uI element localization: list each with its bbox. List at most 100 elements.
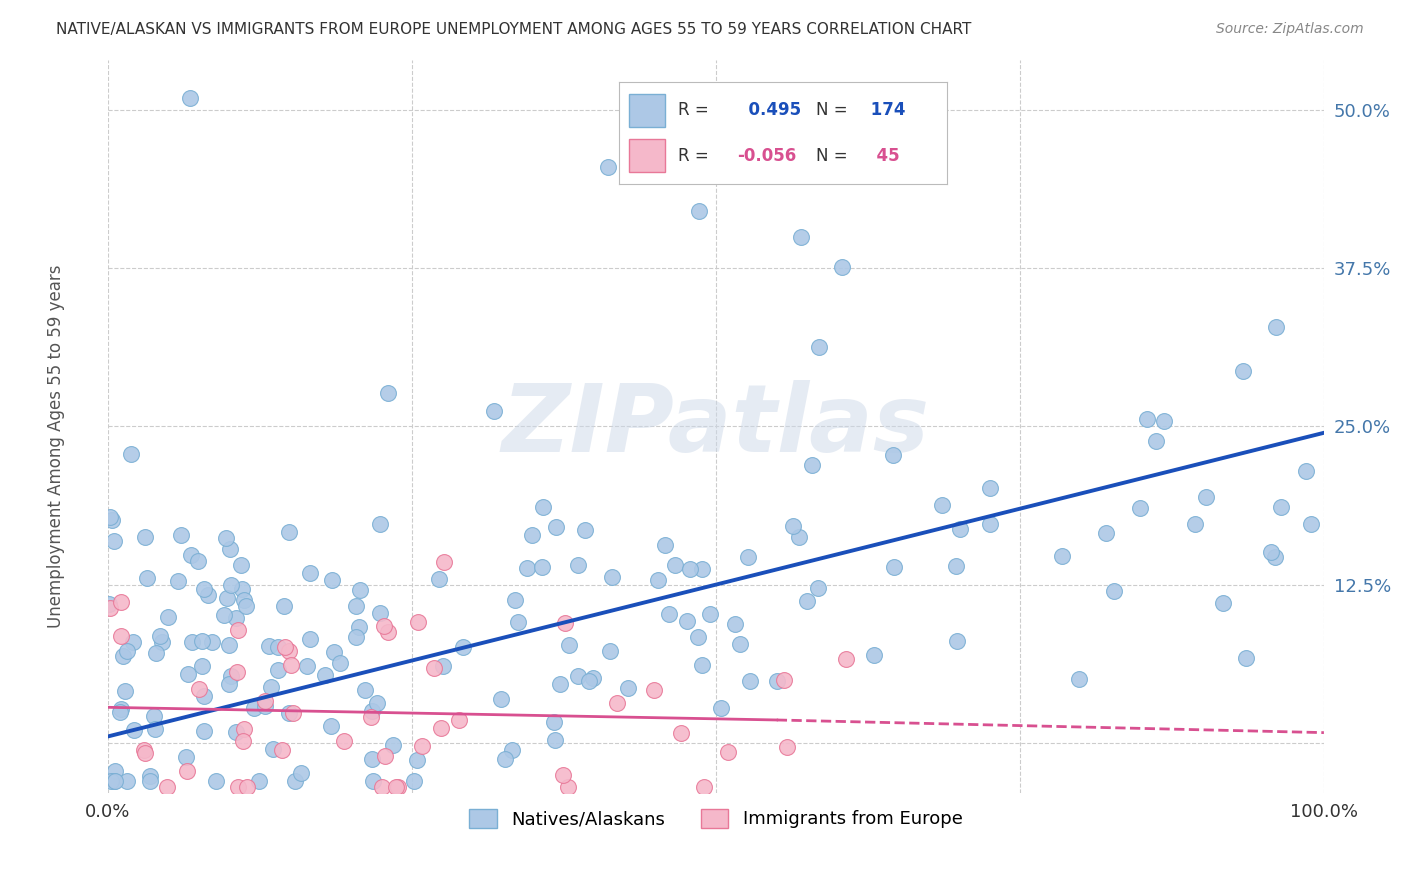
Point: [931, 498, 953, 512]
Point: [643, 683, 665, 698]
Point: [212, 608, 235, 623]
Point: [170, 528, 193, 542]
Point: [226, 623, 249, 637]
Point: [654, 539, 676, 553]
Point: [226, 665, 249, 679]
Point: [257, 640, 280, 654]
Point: [494, 752, 516, 766]
Point: [737, 549, 759, 564]
Point: [557, 780, 579, 794]
Point: [530, 559, 553, 574]
Point: [548, 677, 571, 691]
Point: [1095, 525, 1118, 540]
Point: [669, 725, 692, 739]
Point: [1295, 464, 1317, 478]
Point: [266, 663, 288, 677]
Point: [280, 658, 302, 673]
Point: [1234, 651, 1257, 665]
Point: [433, 555, 456, 569]
Point: [482, 404, 505, 418]
Point: [366, 696, 388, 710]
Point: [139, 773, 162, 788]
Point: [596, 160, 619, 174]
Point: [274, 640, 297, 654]
Point: [278, 706, 301, 720]
Point: [179, 90, 201, 104]
Point: [100, 773, 122, 788]
Point: [314, 668, 336, 682]
Point: [831, 260, 853, 274]
Point: [505, 593, 527, 607]
Point: [344, 630, 367, 644]
Point: [329, 657, 352, 671]
Point: [385, 780, 408, 794]
Point: [699, 607, 721, 622]
Point: [690, 657, 713, 672]
Point: [554, 615, 576, 630]
Point: [97, 598, 120, 612]
Point: [188, 681, 211, 696]
Point: [377, 385, 399, 400]
Point: [807, 340, 830, 354]
Point: [606, 696, 628, 710]
Point: [193, 582, 215, 596]
Point: [617, 681, 640, 695]
Point: [664, 558, 686, 572]
Point: [104, 773, 127, 788]
Point: [1265, 319, 1288, 334]
Point: [402, 773, 425, 788]
Point: [516, 560, 538, 574]
Point: [688, 630, 710, 644]
Point: [1301, 517, 1323, 532]
Point: [219, 669, 242, 683]
Point: [800, 458, 823, 472]
Point: [229, 558, 252, 573]
Point: [775, 740, 797, 755]
Point: [225, 611, 247, 625]
Point: [267, 640, 290, 654]
Point: [1069, 672, 1091, 686]
Point: [103, 773, 125, 788]
Point: [139, 768, 162, 782]
Point: [796, 594, 818, 608]
Point: [377, 624, 399, 639]
Point: [945, 558, 967, 573]
Point: [1184, 516, 1206, 531]
Point: [136, 571, 159, 585]
Point: [806, 581, 828, 595]
Point: [1104, 583, 1126, 598]
Point: [551, 768, 574, 782]
Point: [690, 562, 713, 576]
Point: [193, 724, 215, 739]
Legend: Natives/Alaskans, Immigrants from Europe: Natives/Alaskans, Immigrants from Europe: [463, 802, 970, 836]
Point: [647, 573, 669, 587]
Point: [543, 714, 565, 729]
Point: [333, 734, 356, 748]
Point: [226, 780, 249, 794]
Point: [271, 743, 294, 757]
Point: [218, 677, 240, 691]
Point: [243, 701, 266, 715]
Point: [273, 599, 295, 614]
Point: [692, 780, 714, 794]
Point: [728, 637, 751, 651]
Point: [114, 683, 136, 698]
Point: [361, 773, 384, 788]
Point: [236, 780, 259, 794]
Point: [501, 743, 523, 757]
Point: [1136, 412, 1159, 426]
Point: [1194, 491, 1216, 505]
Point: [766, 673, 789, 688]
Point: [231, 582, 253, 597]
Point: [278, 525, 301, 540]
Point: [787, 530, 810, 544]
Point: [176, 764, 198, 779]
Point: [567, 669, 589, 683]
Point: [354, 682, 377, 697]
Point: [283, 706, 305, 720]
Point: [449, 714, 471, 728]
Point: [120, 447, 142, 461]
Point: [1153, 414, 1175, 428]
Point: [599, 643, 621, 657]
Point: [406, 615, 429, 629]
